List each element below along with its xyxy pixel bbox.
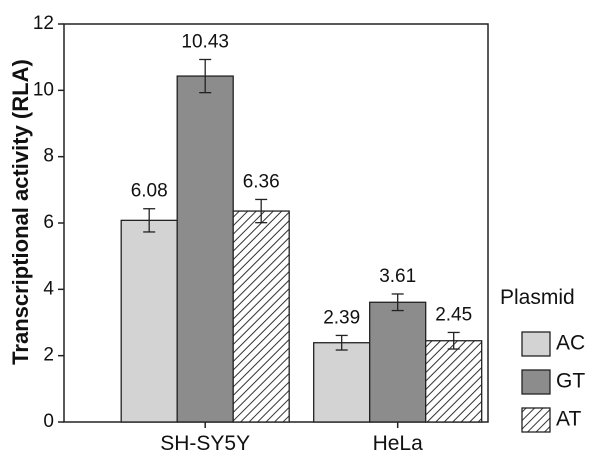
y-tick-label: 12 xyxy=(33,13,54,34)
legend-swatch-at xyxy=(521,407,551,433)
x-tick-label: SH-SY5Y xyxy=(160,432,250,455)
data-label: 2.39 xyxy=(323,307,360,328)
data-label: 6.36 xyxy=(243,171,280,192)
legend-swatch-ac xyxy=(521,331,551,357)
data-label: 3.61 xyxy=(379,266,416,287)
bar-gt xyxy=(369,301,427,423)
bar-ac xyxy=(120,219,178,423)
y-axis-title: Transcriptional activity (RLA) xyxy=(8,59,33,365)
y-tick-label: 2 xyxy=(43,345,54,366)
y-tick-label: 10 xyxy=(33,79,54,100)
legend-swatch-gt xyxy=(521,369,551,395)
data-label: 10.43 xyxy=(181,31,229,52)
legend-label: GT xyxy=(556,370,585,393)
legend: Plasmid AC GT AT xyxy=(500,286,585,433)
legend-label: AC xyxy=(556,332,585,355)
y-tick-label: 6 xyxy=(43,212,54,233)
bar-at xyxy=(425,340,483,423)
bar-at xyxy=(232,210,290,423)
legend-label: AT xyxy=(556,408,581,431)
data-label: 6.08 xyxy=(131,181,168,202)
legend-title: Plasmid xyxy=(500,286,575,309)
y-tick-label: 4 xyxy=(43,278,54,299)
bar-ac xyxy=(313,342,371,423)
x-tick-label: HeLa xyxy=(373,432,424,455)
plot-area: 0 2 4 6 8 10 12 SH-SY5Y HeLa 6.08 2.39 10.43 3.61 6.3… xyxy=(33,13,489,455)
data-label: 2.45 xyxy=(435,304,472,325)
y-tick-label: 8 xyxy=(43,146,54,167)
y-tick-label: 0 xyxy=(43,411,54,432)
bar-gt xyxy=(176,75,234,423)
